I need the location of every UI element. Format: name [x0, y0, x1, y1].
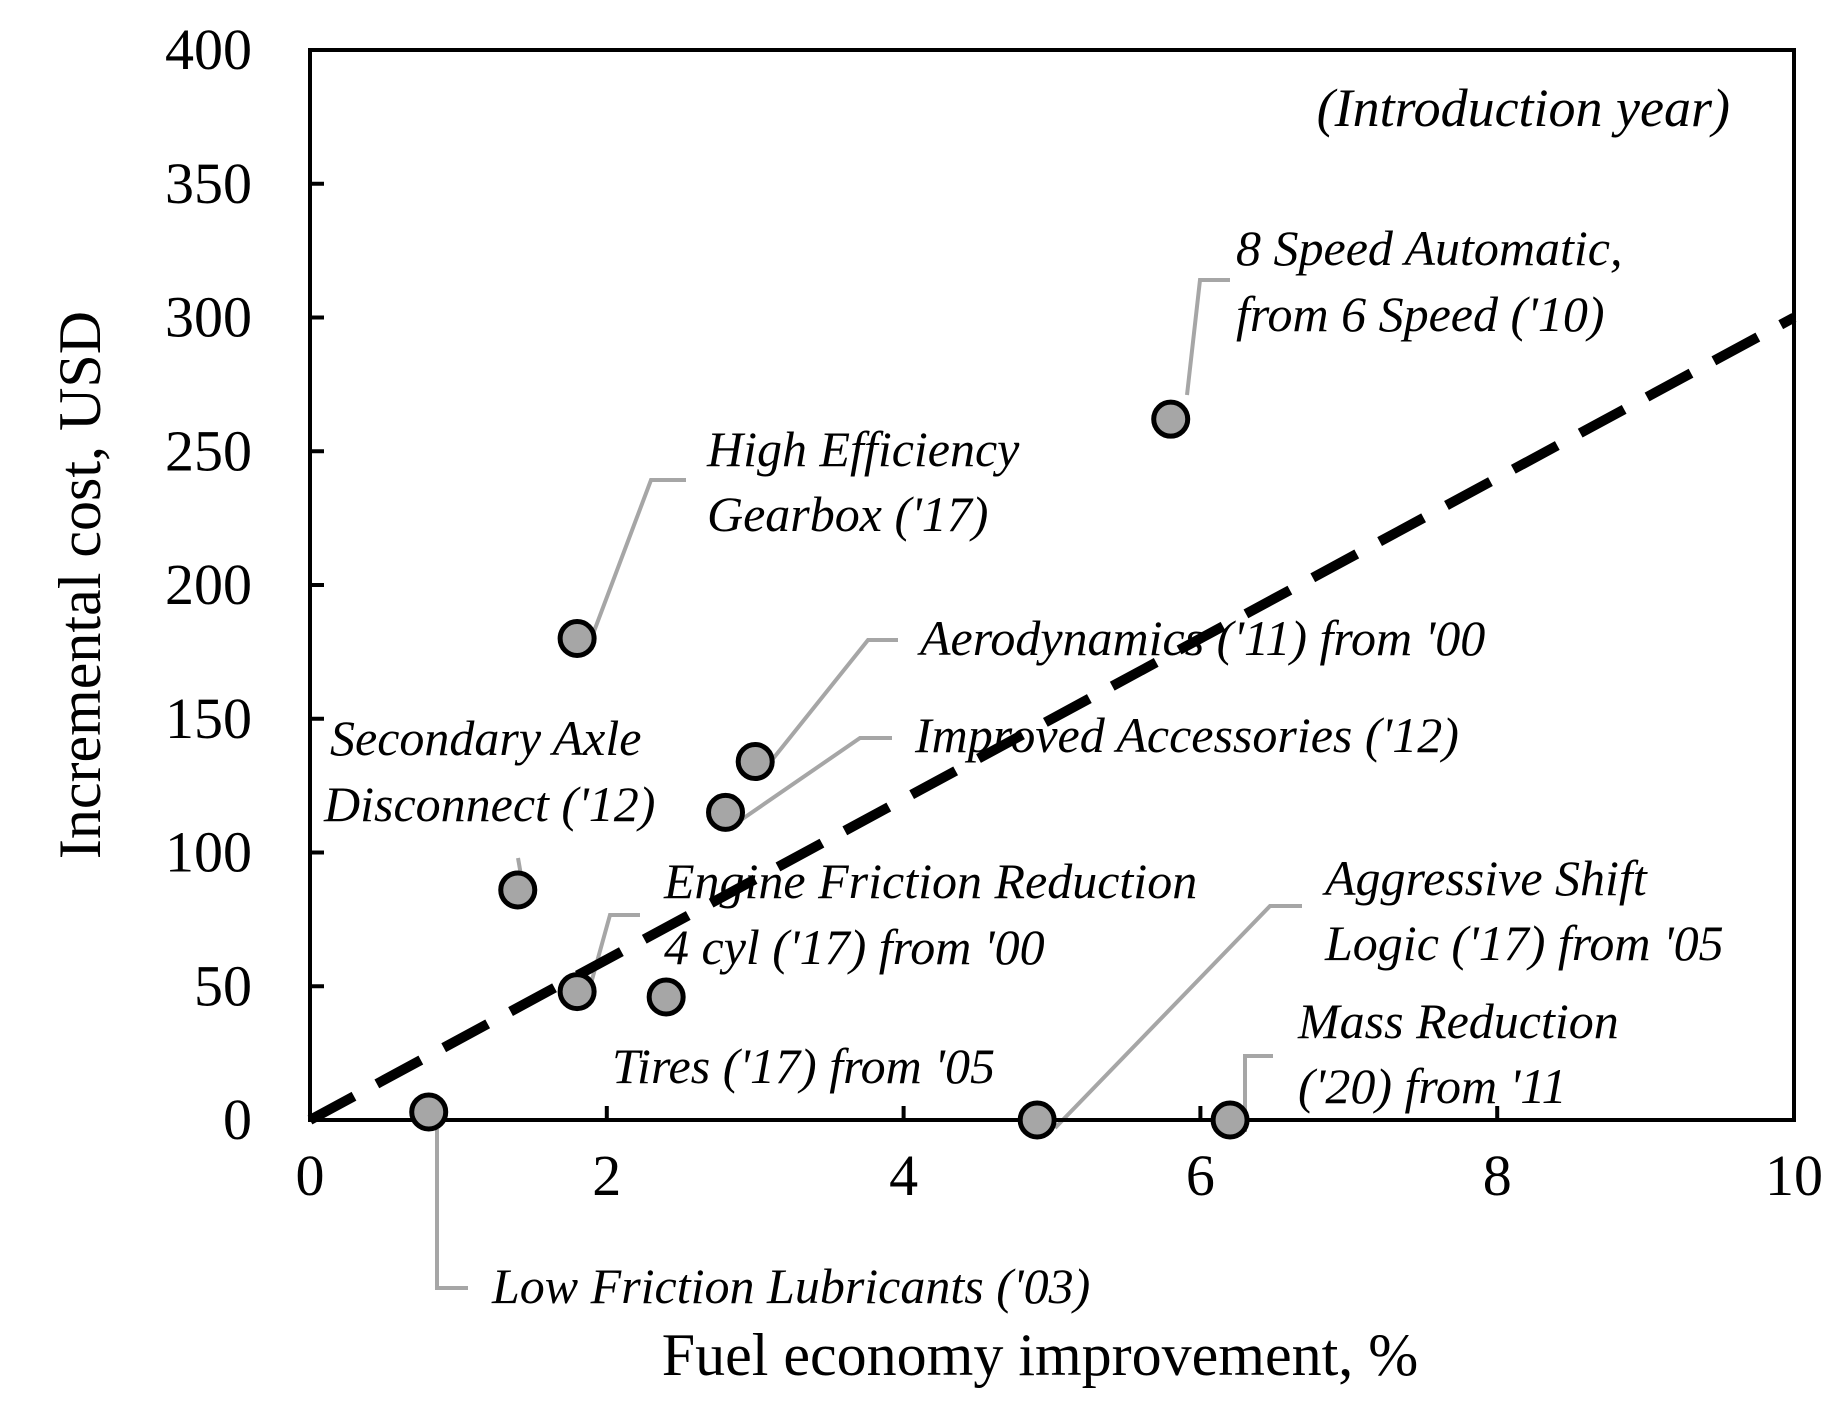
aggressive-shift-logic-leader	[1053, 904, 1302, 1130]
annotation-leaders	[435, 278, 1302, 1290]
tires-label: Tires ('17) from '05	[612, 1038, 995, 1094]
aggressive-shift-logic-label: Logic ('17) from '05	[1324, 915, 1724, 971]
y-tick-label: 50	[194, 953, 252, 1018]
high-efficiency-gearbox-point	[557, 619, 597, 658]
x-tick-label: 6	[1186, 1143, 1215, 1208]
8-speed-automatic-label: from 6 Speed ('10)	[1236, 286, 1604, 342]
y-axis-title: Incremental cost, USD	[47, 311, 113, 859]
8-speed-automatic-label: 8 Speed Automatic,	[1236, 220, 1623, 276]
secondary-axle-disconnect-label: Secondary Axle	[330, 710, 641, 766]
aerodynamics-label: Aerodynamics ('11) from '00	[917, 610, 1485, 666]
mass-reduction-label: ('20) from '11	[1298, 1058, 1567, 1114]
x-tick-label: 4	[889, 1143, 918, 1208]
mass-reduction-leader	[1243, 1054, 1273, 1132]
secondary-axle-disconnect-label: Disconnect ('12)	[323, 776, 655, 832]
y-tick-label: 200	[165, 552, 252, 617]
x-tick-label: 8	[1483, 1143, 1512, 1208]
8-speed-automatic-leader	[1185, 278, 1230, 396]
high-efficiency-gearbox-label: High Efficiency	[706, 421, 1020, 477]
high-efficiency-gearbox-label: Gearbox ('17)	[707, 486, 988, 542]
introduction-year-note: (Introduction year)	[1317, 78, 1730, 138]
tires-point	[646, 977, 686, 1017]
improved-accessories-label: Improved Accessories ('12)	[914, 707, 1459, 763]
aggressive-shift-logic-label: Aggressive Shift	[1322, 850, 1648, 906]
y-tick-label: 100	[165, 820, 252, 885]
x-axis-title: Fuel economy improvement, %	[662, 1322, 1419, 1388]
y-tick-label: 350	[165, 151, 252, 216]
x-tick-label: 2	[592, 1143, 621, 1208]
y-tick-label: 300	[165, 285, 252, 350]
y-tick-label: 150	[165, 686, 252, 751]
x-tick-label: 10	[1765, 1143, 1823, 1208]
aggressive-shift-logic-point	[1017, 1100, 1057, 1140]
low-friction-lubricants-label: Low Friction Lubricants ('03)	[491, 1258, 1090, 1314]
engine-friction-reduction-label: 4 cyl ('17) from '00	[664, 919, 1045, 975]
secondary-axle-disconnect-point	[498, 870, 538, 910]
y-tick-label: 400	[165, 17, 252, 82]
mass-reduction-point	[1210, 1100, 1250, 1140]
aerodynamics-leader	[762, 638, 898, 772]
point-labels: 8 Speed Automatic, from 6 Speed ('10) High…	[323, 220, 1724, 1314]
data-points	[409, 399, 1250, 1140]
y-tick-label: 0	[223, 1087, 252, 1152]
mass-reduction-label: Mass Reduction	[1297, 993, 1619, 1049]
engine-friction-reduction-leader	[583, 913, 640, 1006]
engine-friction-reduction-label: Engine Friction Reduction	[663, 853, 1197, 909]
engine-friction-reduction-point	[557, 972, 597, 1012]
aerodynamics-point	[735, 742, 775, 782]
improved-accessories-point	[706, 792, 746, 832]
improved-accessories-leader	[736, 736, 892, 824]
low-friction-lubricants-point	[409, 1092, 449, 1132]
y-tick-label: 250	[165, 418, 252, 483]
high-efficiency-gearbox-leader	[585, 478, 686, 651]
x-tick-label: 0	[296, 1143, 325, 1208]
low-friction-lubricants-leader	[435, 1129, 468, 1290]
trend-line	[307, 313, 1797, 1125]
8-speed-automatic-point	[1151, 399, 1191, 439]
